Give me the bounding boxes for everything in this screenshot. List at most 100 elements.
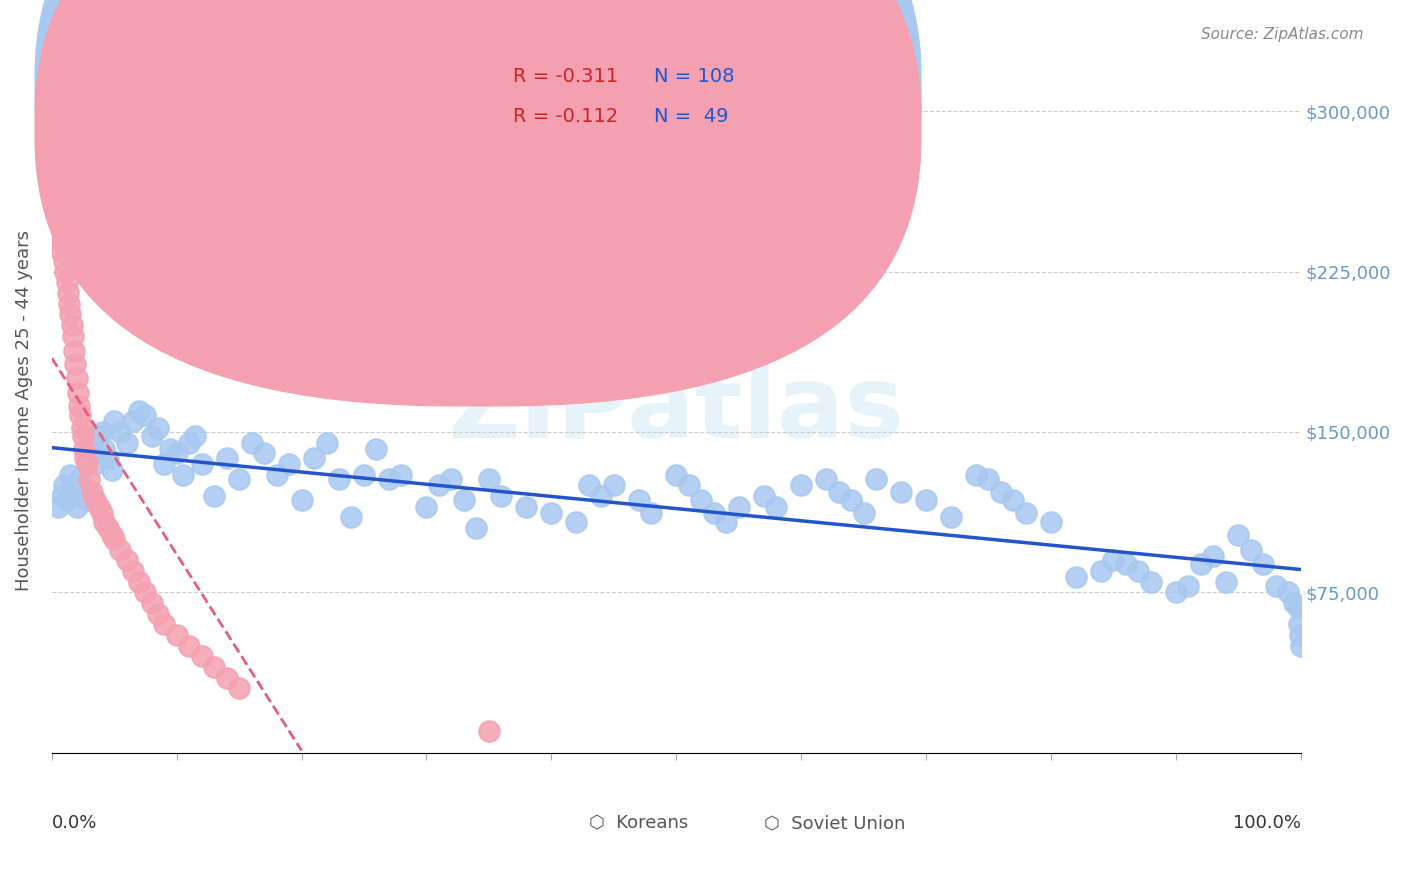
Point [80, 484, 103, 499]
Point [51, 489, 73, 503]
Point [1251, 558, 1274, 572]
Point [340, 510, 363, 524]
Text: R = -0.112: R = -0.112 [513, 107, 619, 126]
Point [478, 724, 501, 739]
Point [491, 489, 513, 503]
Point [53, 478, 76, 492]
Point [66, 386, 89, 401]
Point [1015, 506, 1038, 520]
Text: KOREAN VS SOVIET UNION HOUSEHOLDER INCOME AGES 25 - 44 YEARS CORRELATION CHART: KOREAN VS SOVIET UNION HOUSEHOLDER INCOM… [42, 27, 894, 45]
Point [179, 639, 201, 653]
Point [565, 515, 588, 529]
Point [890, 484, 912, 499]
Point [1227, 527, 1250, 541]
Point [465, 521, 488, 535]
Point [603, 478, 626, 492]
Point [69, 408, 91, 422]
Text: ⬡  Soviet Union: ⬡ Soviet Union [763, 814, 905, 832]
Point [1202, 549, 1225, 563]
Point [97, 450, 120, 465]
Point [1115, 558, 1137, 572]
Point [990, 484, 1012, 499]
Point [690, 493, 713, 508]
Point [540, 506, 562, 520]
Point [578, 478, 600, 492]
Point [90, 506, 112, 520]
Point [76, 493, 98, 508]
Point [89, 429, 111, 443]
Point [72, 429, 94, 443]
Point [48, 233, 70, 247]
Point [77, 472, 100, 486]
Point [202, 660, 225, 674]
Point [391, 467, 413, 482]
Point [84, 493, 107, 508]
Point [1284, 596, 1306, 610]
Point [266, 467, 288, 482]
Point [852, 506, 875, 520]
Point [727, 500, 749, 514]
Point [1288, 617, 1310, 632]
Point [939, 510, 962, 524]
Point [965, 467, 987, 482]
Point [44, 201, 66, 215]
Text: 0.0%: 0.0% [52, 814, 97, 832]
Point [65, 357, 87, 371]
Point [122, 564, 145, 578]
Point [46, 215, 69, 229]
Point [1215, 574, 1237, 589]
Point [115, 553, 138, 567]
Point [49, 244, 72, 258]
Point [55, 275, 77, 289]
Point [89, 500, 111, 514]
Point [128, 574, 150, 589]
Point [100, 463, 122, 477]
Point [66, 371, 89, 385]
Point [1177, 579, 1199, 593]
Point [202, 489, 225, 503]
Point [115, 435, 138, 450]
Point [1090, 564, 1112, 578]
Point [977, 472, 1000, 486]
Text: 100.0%: 100.0% [1233, 814, 1301, 832]
Point [228, 472, 250, 486]
Point [190, 649, 212, 664]
Point [665, 467, 688, 482]
Point [1264, 579, 1286, 593]
Point [1002, 493, 1025, 508]
Point [100, 527, 122, 541]
Point [478, 472, 501, 486]
Point [865, 472, 887, 486]
Point [58, 296, 80, 310]
Point [90, 425, 112, 439]
Point [134, 585, 156, 599]
Point [172, 467, 194, 482]
Point [440, 472, 463, 486]
Point [103, 414, 125, 428]
Point [752, 489, 775, 503]
Point [52, 236, 75, 251]
Point [1189, 558, 1212, 572]
Point [76, 457, 98, 471]
Point [55, 493, 77, 508]
Point [55, 264, 77, 278]
Point [1164, 585, 1187, 599]
Point [66, 500, 89, 514]
Point [153, 457, 176, 471]
Point [515, 500, 537, 514]
Point [714, 515, 737, 529]
Point [128, 403, 150, 417]
Point [103, 532, 125, 546]
Point [415, 500, 437, 514]
Point [453, 493, 475, 508]
Text: N = 108: N = 108 [654, 67, 734, 86]
Point [790, 478, 813, 492]
Point [59, 307, 82, 321]
Point [253, 446, 276, 460]
Point [122, 414, 145, 428]
Point [146, 607, 169, 621]
Point [146, 420, 169, 434]
Point [166, 446, 188, 460]
Point [1286, 600, 1309, 615]
Text: N =  49: N = 49 [654, 107, 728, 126]
